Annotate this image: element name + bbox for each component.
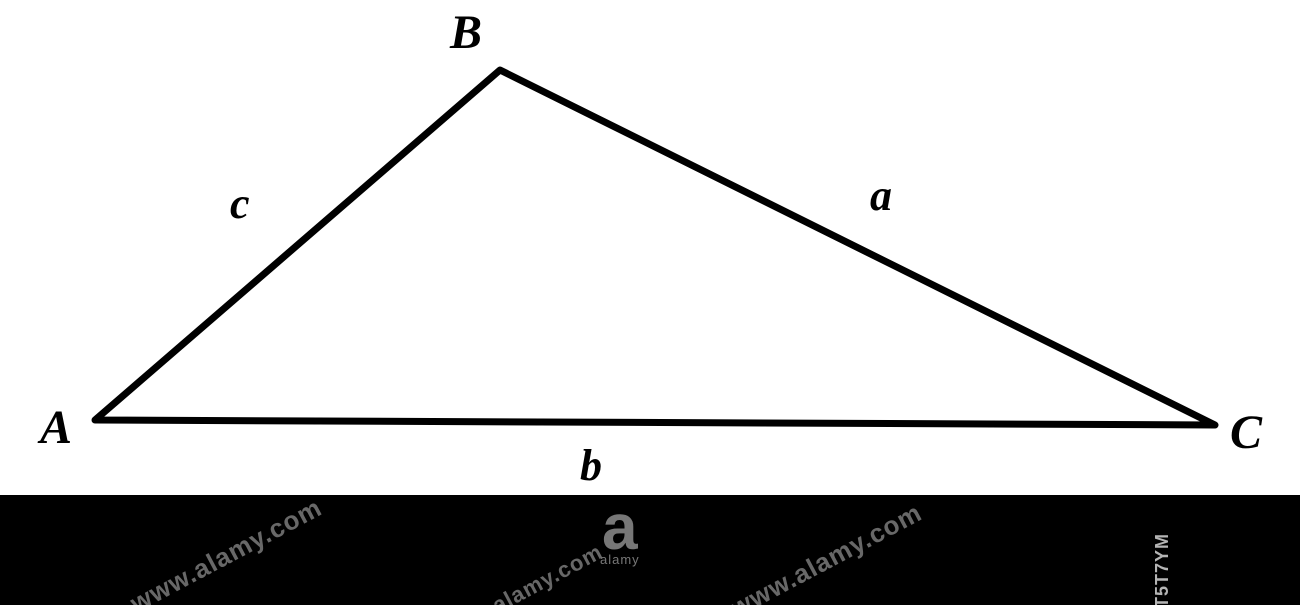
vertex-label-A: A [40,400,72,455]
vertex-label-B: B [450,5,482,60]
watermark-logo-glyph: a [600,505,640,550]
vertex-label-C: C [1230,405,1262,460]
watermark-image-id: T5T7YM [1152,533,1173,605]
triangle-outline [95,70,1215,425]
side-label-b: b [580,440,602,491]
watermark-logo: a alamy [600,505,640,567]
diagram-stage: { "canvas": { "width": 1300, "height": 6… [0,0,1300,605]
side-label-c: c [230,178,250,229]
side-label-a: a [870,170,892,221]
